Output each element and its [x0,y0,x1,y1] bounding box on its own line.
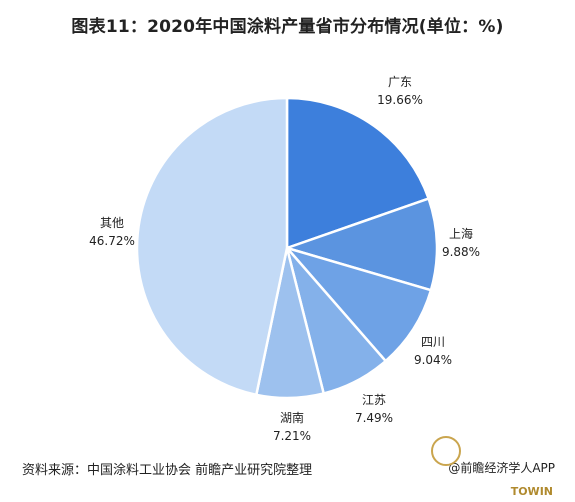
slice-value-0: 19.66% [377,93,423,107]
slice-value-1: 9.88% [442,245,480,259]
slice-label-4: 湖南 [280,410,304,425]
slice-value-3: 7.49% [355,411,393,425]
slice-value-2: 9.04% [414,353,452,367]
pie-slice-5 [135,96,289,397]
slice-label-0: 广东 [388,75,412,89]
chart-title: 图表11：2020年中国涂料产量省市分布情况(单位：%) [71,17,504,37]
slice-label-1: 上海 [449,226,473,241]
seal-logo-icon [431,436,461,466]
slice-value-5: 46.72% [89,234,135,248]
slice-label-2: 四川 [421,335,445,349]
pie-slice-1 [282,197,439,292]
source-note: 资料来源：中国涂料工业协会 前瞻产业研究院整理 [22,463,313,478]
pie-slice-2 [283,245,433,363]
attribution: @前瞻经济学人APP [448,461,555,475]
slice-label-5: 其他 [100,216,124,230]
slice-label-3: 江苏 [362,393,386,407]
slice-value-4: 7.21% [273,429,311,443]
brand-logo: TOWIN [510,485,553,498]
